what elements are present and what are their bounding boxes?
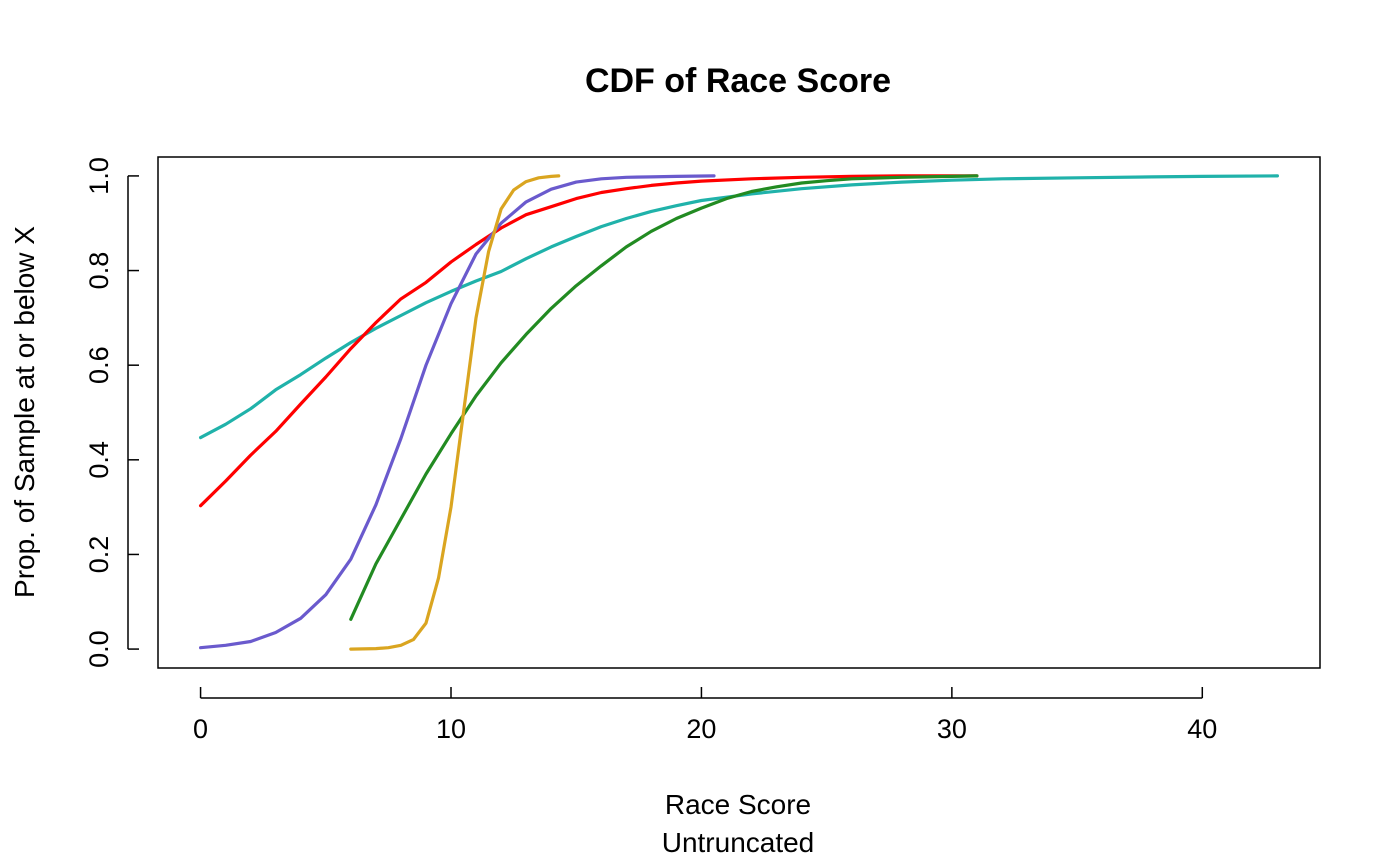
x-axis: 0 10 20 30 40 bbox=[193, 687, 1217, 744]
y-tick-label: 0.4 bbox=[84, 441, 114, 479]
plot-frame bbox=[157, 156, 1321, 669]
x-tick-label: 20 bbox=[686, 714, 716, 744]
y-tick-label: 1.0 bbox=[84, 157, 114, 195]
y-tick-label: 0.6 bbox=[84, 346, 114, 384]
x-tick-label: 40 bbox=[1187, 714, 1217, 744]
y-tick-label: 0.2 bbox=[84, 536, 114, 574]
series-line-1 bbox=[199, 174, 1279, 440]
x-tick-label: 10 bbox=[436, 714, 466, 744]
series-layer bbox=[199, 174, 1279, 651]
y-tick-label: 0.0 bbox=[84, 630, 114, 668]
y-tick-label: 0.8 bbox=[84, 252, 114, 290]
y-axis-label: Prop. of Sample at or below X bbox=[9, 226, 40, 598]
x-tick-label: 30 bbox=[937, 714, 967, 744]
x-axis-sublabel: Untruncated bbox=[662, 827, 815, 858]
x-axis-label: Race Score bbox=[665, 789, 811, 820]
chart-title: CDF of Race Score bbox=[585, 62, 891, 100]
x-tick-label: 0 bbox=[193, 714, 208, 744]
series-line-5 bbox=[349, 174, 561, 651]
series-line-4 bbox=[349, 174, 979, 621]
series-line-2 bbox=[199, 174, 979, 508]
y-axis: 0.0 0.2 0.4 0.6 0.8 1.0 bbox=[84, 157, 139, 668]
series-line-3 bbox=[199, 174, 716, 650]
